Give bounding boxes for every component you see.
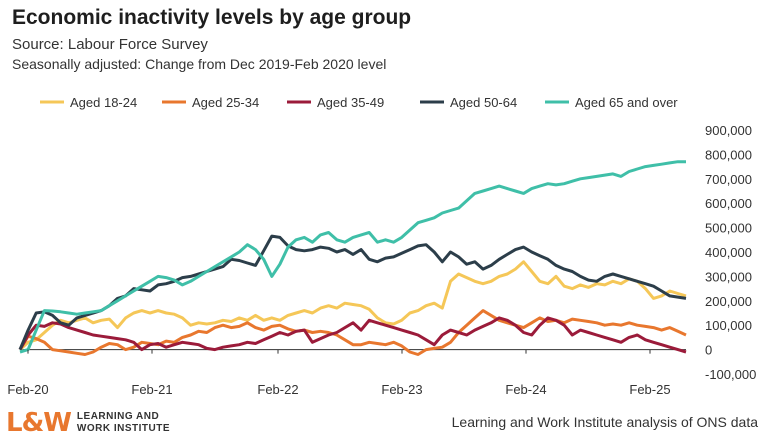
y-tick-label: 500,000: [705, 221, 752, 236]
y-axis-ticks: 900,000 800,000 700,000 600,000 500,000 400,0…: [705, 123, 756, 382]
legend-item: Aged 50-64: [420, 95, 517, 110]
y-tick-label: 700,000: [705, 172, 752, 187]
legend-label: Aged 25-34: [192, 95, 259, 110]
analysis-note: Learning and Work Institute analysis of …: [451, 414, 758, 430]
y-tick-label: 900,000: [705, 123, 752, 138]
x-tick-label: Feb-24: [505, 382, 546, 397]
x-axis-ticks: Feb-20 Feb-21 Feb-22 Feb-23 Feb-24 Feb-25: [7, 349, 671, 397]
x-tick-label: Feb-20: [7, 382, 48, 397]
legend-label: Aged 50-64: [450, 95, 517, 110]
x-tick-label: Feb-21: [131, 382, 172, 397]
chart-subtitle: Seasonally adjusted: Change from Dec 201…: [12, 56, 387, 72]
lw-logo: L&W LEARNING AND WORK INSTITUTE: [6, 408, 170, 438]
legend-item: Aged 18-24: [40, 95, 137, 110]
chart-series-lines: [18, 160, 687, 356]
series-line-2: [18, 309, 687, 356]
logo-mark: L&W: [6, 408, 72, 438]
series-line-1: [18, 260, 687, 351]
y-tick-label: 800,000: [705, 147, 752, 162]
legend-item: Aged 65 and over: [545, 95, 678, 110]
chart-title: Economic inactivity levels by age group: [12, 6, 412, 29]
chart-source: Source: Labour Force Survey: [12, 36, 208, 53]
logo-line-1: LEARNING AND: [76, 411, 160, 422]
legend-label: Aged 65 and over: [575, 95, 678, 110]
x-tick-label: Feb-25: [629, 382, 670, 397]
y-tick-label: 600,000: [705, 196, 752, 211]
y-tick-label: -100,000: [705, 367, 756, 382]
series-line-5: [19, 160, 686, 354]
legend-label: Aged 35-49: [317, 95, 384, 110]
y-tick-label: 100,000: [705, 318, 752, 333]
x-tick-label: Feb-22: [257, 382, 298, 397]
legend-item: Aged 25-34: [162, 95, 259, 110]
y-tick-label: 400,000: [705, 245, 752, 260]
y-tick-label: 300,000: [705, 269, 752, 284]
y-tick-label: 200,000: [705, 294, 752, 309]
chart-legend: Aged 18-24 Aged 25-34 Aged 35-49 Aged 50-64…: [40, 95, 678, 110]
legend-label: Aged 18-24: [70, 95, 137, 110]
legend-item: Aged 35-49: [287, 95, 384, 110]
logo-text: LEARNING AND WORK INSTITUTE: [77, 411, 170, 435]
logo-line-2: WORK INSTITUTE: [76, 423, 171, 434]
x-tick-label: Feb-23: [381, 382, 422, 397]
y-tick-label: 0: [705, 343, 712, 358]
series-line-3: [18, 316, 687, 354]
